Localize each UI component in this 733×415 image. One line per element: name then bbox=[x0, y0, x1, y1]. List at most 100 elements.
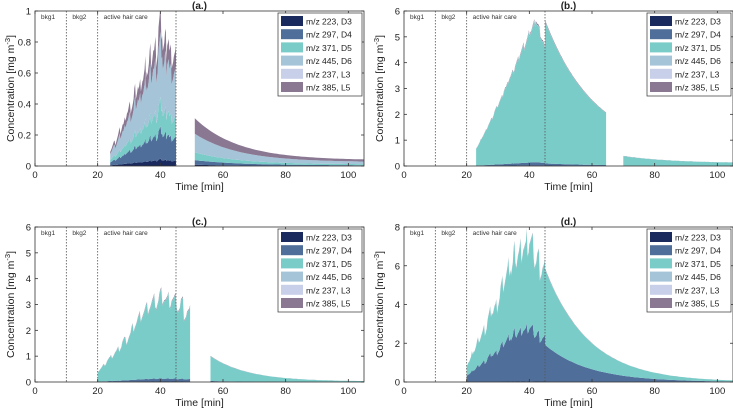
panel-d-phase-label-1: bkg2 bbox=[441, 230, 455, 237]
panel-c-ytick-label-0: 0 bbox=[26, 378, 31, 389]
panel-b-xlabel: Time [min] bbox=[544, 181, 593, 193]
panel-a-ytick-label-4: 0.8 bbox=[18, 38, 31, 49]
panel-d-xtick-label-3: 60 bbox=[587, 386, 598, 397]
panel-b-ytick-label-0: 0 bbox=[395, 162, 400, 173]
panel-a-xtick-label-3: 60 bbox=[218, 170, 229, 181]
panel-a-ylabel: Concentration [mg m-3] bbox=[3, 35, 17, 142]
panel-a-legend-label-2: m/z 371, D5 bbox=[306, 43, 352, 53]
panel-d-xtick-label-1: 20 bbox=[461, 386, 472, 397]
panel-a-xtick-label-0: 0 bbox=[32, 170, 37, 181]
panel-d-legend-label-4: m/z 237, L3 bbox=[675, 285, 720, 295]
panel-d-ytick-label-0: 0 bbox=[395, 378, 400, 389]
panel-a-xtick-label-1: 20 bbox=[92, 170, 103, 181]
panel-c-legend-label-5: m/z 385, L5 bbox=[306, 299, 351, 309]
panel-d-legend-swatch-0 bbox=[650, 232, 672, 242]
panel-b-xtick-label-2: 40 bbox=[524, 170, 535, 181]
panel-c-ytick-label-1: 1 bbox=[26, 352, 31, 363]
panel-b-ytick-label-1: 1 bbox=[395, 136, 400, 147]
panel-c-ytick-label-2: 2 bbox=[26, 326, 31, 337]
panel-b-phase-label-0: bkg1 bbox=[410, 14, 424, 21]
panel-a-phase-label-1: bkg2 bbox=[72, 14, 86, 21]
panel-a-ytick-label-0: 0 bbox=[26, 162, 31, 173]
panel-d-xtick-label-2: 40 bbox=[524, 386, 535, 397]
panel-c-legend-label-3: m/z 445, D6 bbox=[306, 272, 352, 282]
panel-c-xlabel: Time [min] bbox=[175, 397, 224, 409]
panel-a-xtick-label-2: 40 bbox=[155, 170, 166, 181]
panel-b-legend-swatch-0 bbox=[650, 16, 672, 26]
panel-d-xtick-label-0: 0 bbox=[401, 386, 406, 397]
panel-b-ytick-label-2: 2 bbox=[395, 110, 400, 121]
panel-c-xtick-label-1: 20 bbox=[92, 386, 103, 397]
panel-d-title: (d.) bbox=[561, 217, 577, 228]
panel-a-legend: m/z 223, D3 m/z 297, D4 m/z 371, D5 m/z 445… bbox=[278, 13, 362, 96]
panel-b-legend-swatch-1 bbox=[650, 29, 672, 39]
panel-a-legend-label-0: m/z 223, D3 bbox=[306, 17, 352, 27]
panel-a-legend-label-4: m/z 237, L3 bbox=[306, 69, 351, 79]
panel-d-phase-label-0: bkg1 bbox=[410, 230, 424, 237]
panel-a-legend-label-3: m/z 445, D6 bbox=[306, 56, 352, 66]
panel-c-phase-label-2: active hair care bbox=[104, 230, 148, 237]
panel-b-active-series-2 bbox=[476, 21, 545, 165]
panel-d-legend: m/z 223, D3m/z 297, D4m/z 371, D5m/z 445… bbox=[647, 229, 731, 312]
panel-a-legend-label-1: m/z 297, D4 bbox=[306, 30, 352, 40]
panel-d-xtick-label-5: 100 bbox=[709, 386, 725, 397]
panel-d-ytick-label-2: 4 bbox=[395, 300, 400, 311]
panel-a-title: (a.) bbox=[192, 1, 207, 12]
panel-c-legend-swatch-1 bbox=[281, 245, 303, 255]
panel-c-decay-series-2 bbox=[211, 356, 365, 382]
panel-b-phase-label-2: active hair care bbox=[473, 14, 517, 21]
panel-c-legend-swatch-0 bbox=[281, 232, 303, 242]
panel-a-legend-swatch-4 bbox=[281, 69, 303, 79]
panel-d-legend-label-0: m/z 223, D3 bbox=[675, 233, 721, 243]
panel-b-xtick-label-1: 20 bbox=[461, 170, 472, 181]
panel-b-legend-swatch-5 bbox=[650, 82, 672, 92]
panel-c-legend-label-1: m/z 297, D4 bbox=[306, 246, 352, 256]
panel-c-ytick-label-5: 5 bbox=[26, 248, 31, 259]
panel-c-phase-label-1: bkg2 bbox=[72, 230, 86, 237]
panel-b-xtick-label-4: 80 bbox=[649, 170, 660, 181]
panel-d-ytick-label-3: 6 bbox=[395, 261, 400, 272]
panel-c-legend-swatch-3 bbox=[281, 272, 303, 282]
panel-c-legend-swatch-2 bbox=[281, 258, 303, 268]
panel-b-title: (b.) bbox=[561, 1, 577, 12]
panel-c-title: (c.) bbox=[192, 217, 207, 228]
panel-b-legend-label-4: m/z 237, L3 bbox=[675, 69, 720, 79]
panel-d-xlabel: Time [min] bbox=[544, 397, 593, 409]
panel-d-ylabel: Concentration [mg m-3] bbox=[372, 251, 386, 358]
panel-b-ytick-label-5: 5 bbox=[395, 32, 400, 43]
panel-b-legend-label-3: m/z 445, D6 bbox=[675, 56, 721, 66]
panel-a-phase-label-2: active hair care bbox=[104, 14, 148, 21]
panel-b-legend-swatch-3 bbox=[650, 56, 672, 66]
panel-d-legend-swatch-4 bbox=[650, 285, 672, 295]
panel-d-legend-swatch-3 bbox=[650, 272, 672, 282]
panel-a-xlabel: Time [min] bbox=[175, 181, 224, 193]
panel-a-legend-label-5: m/z 385, L5 bbox=[306, 83, 351, 93]
panel-d-legend-swatch-5 bbox=[650, 298, 672, 308]
panel-a-ytick-label-5: 1 bbox=[26, 7, 31, 18]
panel-c-ytick-label-4: 4 bbox=[26, 274, 31, 285]
panel-c-ytick-label-3: 3 bbox=[26, 300, 31, 311]
panel-a-ytick-label-2: 0.4 bbox=[18, 100, 31, 111]
panel-c-ylabel: Concentration [mg m-3] bbox=[3, 251, 17, 358]
panel-b-decay2-series-2 bbox=[623, 156, 733, 166]
panel-b-xtick-label-5: 100 bbox=[709, 170, 725, 181]
panel-a-legend-swatch-0 bbox=[281, 16, 303, 26]
panel-b-legend-swatch-4 bbox=[650, 69, 672, 79]
panel-a-xtick-label-5: 100 bbox=[340, 170, 356, 181]
panel-c-xtick-label-5: 100 bbox=[340, 386, 356, 397]
panel-a-xtick-label-4: 80 bbox=[280, 170, 291, 181]
panel-b-ytick-label-3: 3 bbox=[395, 84, 400, 95]
panel-a-legend-swatch-3 bbox=[281, 56, 303, 66]
panel-d-phase-label-2: active hair care bbox=[473, 230, 517, 237]
panel-d-legend-label-5: m/z 385, L5 bbox=[675, 299, 720, 309]
panel-c-phase-label-0: bkg1 bbox=[41, 230, 55, 237]
panel-c-legend: m/z 223, D3m/z 297, D4m/z 371, D5m/z 445… bbox=[278, 229, 362, 312]
panel-c-xtick-label-3: 60 bbox=[218, 386, 229, 397]
panel-a-legend-swatch-1 bbox=[281, 29, 303, 39]
panel-b-legend-label-5: m/z 385, L5 bbox=[675, 83, 720, 93]
panel-b-ytick-label-6: 6 bbox=[395, 7, 400, 18]
